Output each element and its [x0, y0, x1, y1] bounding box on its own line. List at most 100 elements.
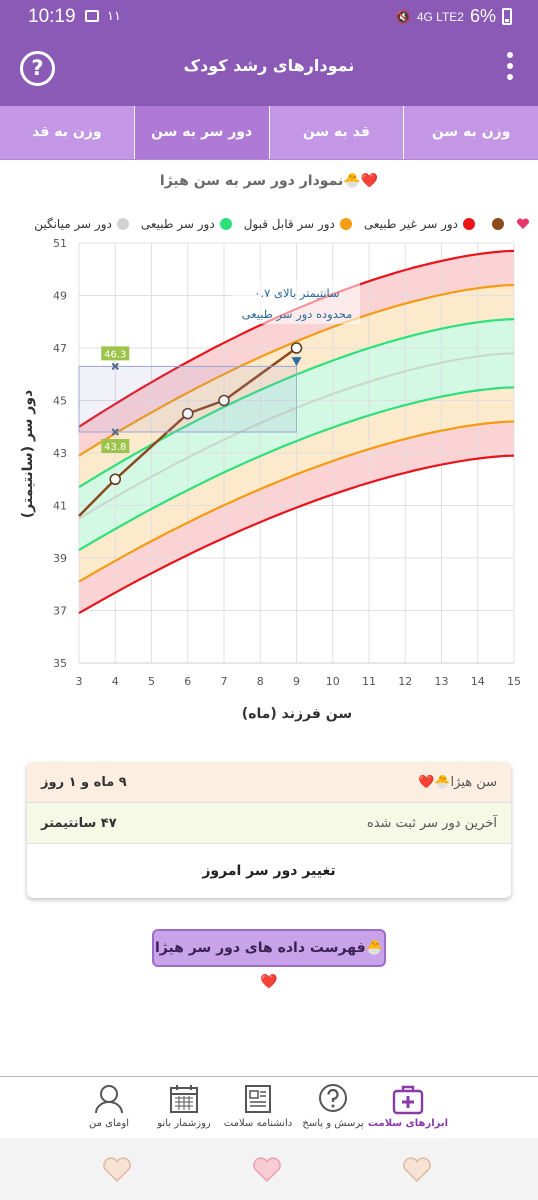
question-bubble-icon [319, 1084, 347, 1112]
reference-curve [78, 386, 515, 552]
y-tick-label: 51 [53, 237, 67, 250]
status-small-text: ۱۱ [107, 8, 121, 23]
triangle-marker [291, 357, 302, 367]
legend-dot [219, 218, 232, 230]
y-tick-label: 39 [53, 552, 67, 565]
status-bar: 10:19 ۱۱ 🔇 4G LTE2 6% [0, 0, 538, 34]
x-tick-label: 12 [398, 675, 412, 688]
x-tick-label: 3 [76, 675, 83, 688]
value-badge [101, 346, 130, 361]
legend-label: دور سر طبیعی [140, 217, 215, 231]
reference-curve [78, 454, 515, 615]
help-button[interactable]: ? [20, 51, 55, 86]
data-point [182, 407, 194, 420]
nav-label: دانشنامه سلامت [223, 1118, 293, 1129]
legend-item-acceptable[interactable]: دور سر قابل قبول [244, 217, 352, 231]
medical-kit-icon [392, 1085, 424, 1115]
heart-icon[interactable] [102, 1157, 132, 1183]
x-tick-label: 14 [471, 675, 485, 688]
data-point [109, 473, 121, 485]
tab-weight-height[interactable]: وزن به قد [32, 124, 102, 140]
age-value: ۹ ماه و ۱ روز [41, 774, 127, 790]
nav-health-tools[interactable]: ابزارهای سلامت [363, 1083, 453, 1129]
y-tick-label: 35 [53, 657, 67, 670]
x-tick-label: 9 [293, 675, 300, 688]
tab-height-age[interactable]: قد به سن [268, 106, 404, 159]
chart-tabs: وزن به قد دور سر به سن قد به سن وزن به س… [0, 106, 538, 160]
x-tick-label: 13 [435, 675, 449, 688]
heart-icon[interactable] [402, 1157, 432, 1183]
legend-label: دور سر میانگین [34, 217, 112, 231]
heart-icon [516, 218, 530, 229]
legend-dot [463, 218, 475, 230]
x-tick-label: 11 [362, 675, 376, 688]
calendar-icon [170, 1085, 198, 1113]
annotation-box [232, 280, 360, 324]
legend-dot [116, 218, 129, 230]
x-tick-label: 8 [257, 675, 264, 688]
data-list-button[interactable]: فهرست داده های دور سر هیژا🐣❤️ [152, 929, 386, 990]
y-tick-label: 41 [53, 500, 67, 513]
legend-item-child[interactable] [487, 218, 504, 230]
chart-title: نمودار دور سر به سن هیژا🐣❤️ [159, 173, 379, 189]
nav-profile[interactable]: اومای من [64, 1083, 154, 1129]
newspaper-icon [245, 1085, 271, 1113]
legend-item-abnormal[interactable]: دور سر غیر طبیعی [364, 217, 475, 231]
value-badge [101, 439, 130, 453]
cross-marker [111, 428, 119, 436]
x-tick-label: 15 [507, 675, 521, 688]
nav-label: اومای من [89, 1118, 129, 1129]
legend-dot [339, 218, 352, 230]
nav-encyclopedia[interactable]: دانشنامه سلامت [213, 1083, 303, 1129]
chart-legend: دور سر غیر طبیعی دور سر قابل قبول دور سر… [10, 213, 530, 235]
y-tick-label: 37 [53, 605, 67, 618]
y-tick-label: 47 [53, 342, 67, 355]
nav-calendar[interactable]: روزشمار بانو [139, 1083, 229, 1129]
battery-icon [502, 8, 512, 25]
value-badge-label: 43.8 [104, 442, 126, 453]
nav-label: پرسش و پاسخ [302, 1118, 364, 1129]
gallery-notification-icon [85, 10, 99, 22]
nav-label: روزشمار بانو [157, 1118, 211, 1129]
heart-icon[interactable] [252, 1157, 282, 1183]
signal-text: 4G LTE2 [416, 9, 464, 24]
tab-head-age[interactable]: دور سر به سن [133, 106, 269, 159]
overflow-menu-button[interactable] [506, 52, 514, 86]
y-tick-label: 43 [53, 447, 67, 460]
legend-item-mean[interactable]: دور سر میانگین [34, 217, 129, 231]
battery-text: 6% [469, 6, 496, 26]
page-title: نمودارهای رشد کودک [183, 56, 355, 75]
data-point [218, 394, 230, 407]
x-tick-label: 7 [221, 675, 228, 688]
legend-label: دور سر غیر طبیعی [363, 217, 458, 231]
info-row-last: آخرین دور سر ثبت شده ۴۷ سانتیمتر [27, 803, 511, 844]
info-row-age: سن هیژا🐣❤️ ۹ ماه و ۱ روز [27, 762, 511, 803]
nav-qa[interactable]: پرسش و پاسخ [288, 1083, 378, 1129]
menu-dot-icon [507, 74, 513, 80]
last-measure-label: آخرین دور سر ثبت شده [366, 815, 497, 831]
avatar-icon [95, 1085, 123, 1114]
cross-marker [111, 362, 119, 371]
last-measure-value: ۴۷ سانتیمتر [41, 815, 117, 831]
app-header: ? نمودارهای رشد کودک [0, 34, 538, 106]
reference-curve [78, 283, 515, 457]
menu-dot-icon [507, 63, 513, 69]
legend-item-normal[interactable]: دور سر طبیعی [141, 217, 232, 231]
annotation-line-2: محدوده دور سر طبیعی [242, 307, 353, 322]
reference-curve [78, 420, 515, 583]
data-point [290, 342, 303, 354]
bottom-nav: ابزارهای سلامت پرسش و پاسخ دانشنامه سلام… [0, 1076, 538, 1138]
annotation-line-1: ۰.۷ سانتیمتر بالای [254, 286, 339, 301]
change-head-button[interactable]: تغییر دور سر امروز [202, 863, 336, 879]
y-tick-label: 49 [53, 290, 67, 303]
age-label: سن هیژا🐣❤️ [418, 774, 497, 790]
legend-item-heart[interactable] [516, 218, 530, 230]
nav-label: ابزارهای سلامت [367, 1118, 449, 1129]
x-axis-label: سن فرزند (ماه) [242, 706, 352, 722]
range-highlight [78, 365, 297, 433]
tab-weight-age[interactable]: وزن به سن [403, 106, 538, 159]
menu-dot-icon [507, 52, 513, 58]
mute-icon: 🔇 [395, 9, 411, 24]
status-time: 10:19 [28, 6, 76, 27]
